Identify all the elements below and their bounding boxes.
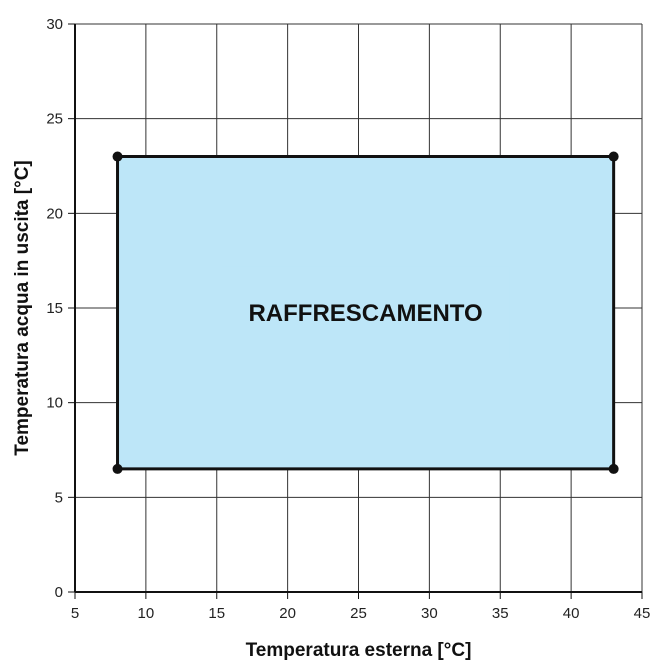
region-label-mask — [221, 266, 510, 359]
x-tick-label-45: 45 — [634, 605, 651, 622]
y-tick-label-0: 0 — [55, 584, 63, 601]
x-tick-label-35: 35 — [492, 605, 509, 622]
x-tick-label-20: 20 — [279, 605, 296, 622]
region-label-background — [221, 266, 510, 359]
y-tick-label-20: 20 — [46, 205, 63, 222]
x-tick-label-15: 15 — [208, 605, 225, 622]
corner-point-3 — [112, 151, 123, 162]
x-tick-label-40: 40 — [563, 605, 580, 622]
x-tick-label-30: 30 — [421, 605, 438, 622]
y-tick-label-15: 15 — [46, 300, 63, 317]
y-tick-label-5: 5 — [55, 489, 63, 506]
y-tick-label-25: 25 — [46, 111, 63, 128]
x-axis-title: Temperatura esterna [°C] — [246, 640, 472, 661]
region-label: RAFFRESCAMENTO — [248, 300, 482, 327]
corner-points — [112, 151, 619, 474]
y-tick-label-30: 30 — [46, 16, 63, 33]
corner-point-2 — [608, 151, 619, 162]
x-tick-label-5: 5 — [71, 605, 79, 622]
x-tick-label-25: 25 — [350, 605, 367, 622]
y-axis-title: Temperatura acqua in uscita [°C] — [12, 160, 33, 455]
x-tick-label-10: 10 — [138, 605, 155, 622]
corner-point-1 — [608, 463, 619, 474]
y-tick-label-10: 10 — [46, 395, 63, 412]
corner-point-0 — [112, 463, 123, 474]
